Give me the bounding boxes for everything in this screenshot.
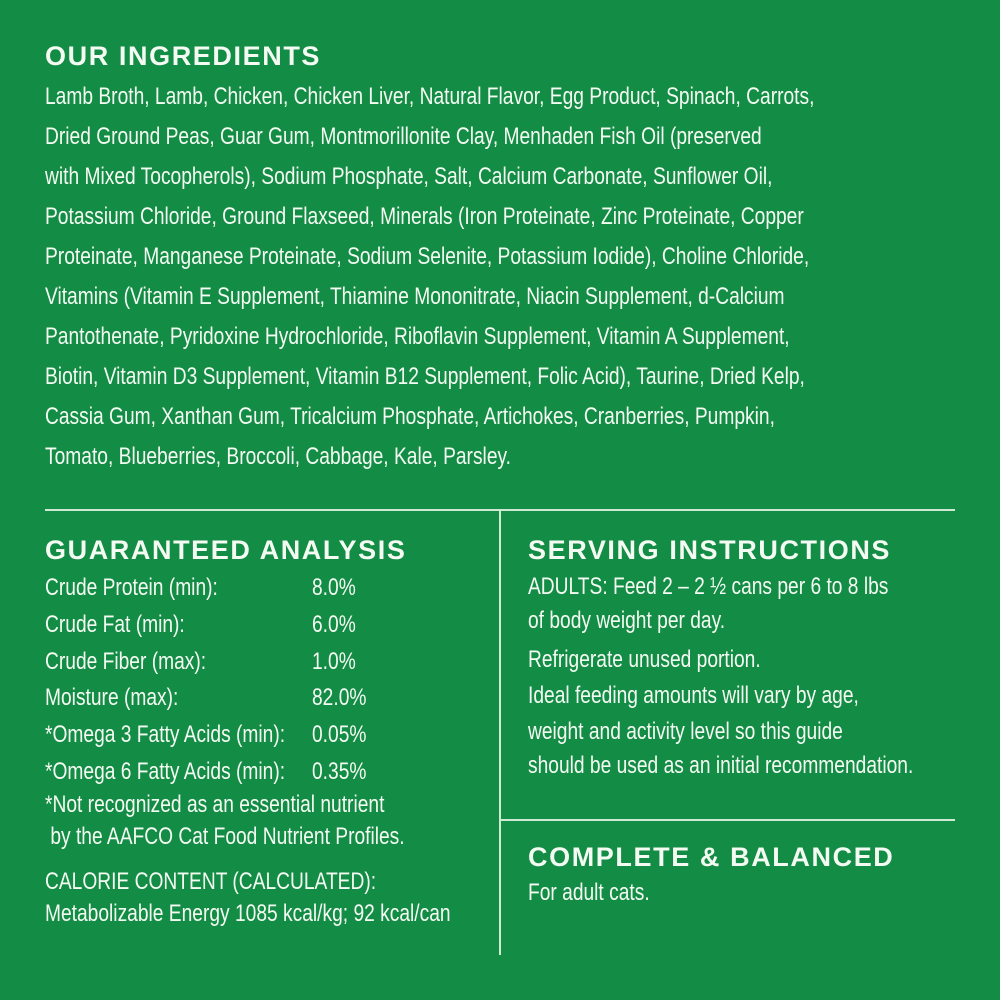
analysis-value: 1.0% [312, 647, 356, 675]
analysis-value: 8.0% [312, 574, 356, 601]
ingredient-line: Pantothenate, Pyridoxine Hydrochloride, … [45, 323, 790, 350]
analysis-heading: GUARANTEED ANALYSIS [45, 535, 407, 565]
analysis-value: 82.0% [312, 684, 367, 712]
serving-heading: SERVING INSTRUCTIONS [528, 535, 892, 565]
analysis-footnote: by the AAFCO Cat Food Nutrient Profiles. [45, 823, 405, 850]
right-divider [500, 819, 955, 821]
serving-line: Ideal feeding amounts will vary by age, [528, 682, 859, 709]
analysis-value: 0.05% [312, 721, 367, 749]
analysis-value: 6.0% [312, 610, 356, 638]
calorie-heading: CALORIE CONTENT (CALCULATED): [45, 868, 377, 895]
analysis-value: 0.35% [312, 758, 367, 785]
analysis-label: Crude Protein (min): [45, 574, 218, 601]
analysis-label: *Omega 3 Fatty Acids (min): [45, 721, 286, 749]
analysis-footnote: *Not recognized as an essential nutrient [45, 791, 385, 818]
ingredient-line: Potassium Chloride, Ground Flaxseed, Min… [45, 203, 804, 230]
serving-line: of body weight per day. [528, 607, 726, 634]
complete-text: For adult cats. [528, 879, 650, 906]
vertical-divider [499, 510, 501, 955]
ingredient-line: with Mixed Tocopherols), Sodium Phosphat… [45, 163, 773, 190]
serving-line: weight and activity level so this guide [528, 718, 843, 745]
ingredient-line: Tomato, Blueberries, Broccoli, Cabbage, … [45, 443, 512, 470]
ingredient-line: Cassia Gum, Xanthan Gum, Tricalcium Phos… [45, 403, 775, 430]
ingredient-line: Biotin, Vitamin D3 Supplement, Vitamin B… [45, 363, 805, 390]
analysis-label: Crude Fat (min): [45, 610, 185, 638]
ingredient-line: Lamb Broth, Lamb, Chicken, Chicken Liver… [45, 83, 815, 110]
serving-line: ADULTS: Feed 2 – 2 ½ cans per 6 to 8 lbs [528, 573, 889, 600]
ingredients-heading: OUR INGREDIENTS [45, 41, 322, 71]
analysis-label: *Omega 6 Fatty Acids (min): [45, 758, 286, 785]
analysis-label: Crude Fiber (max): [45, 647, 207, 675]
analysis-label: Moisture (max): [45, 684, 179, 712]
ingredient-line: Proteinate, Manganese Proteinate, Sodium… [45, 243, 810, 270]
ingredient-line: Vitamins (Vitamin E Supplement, Thiamine… [45, 283, 785, 310]
serving-line: should be used as an initial recommendat… [528, 752, 914, 779]
ingredient-line: Dried Ground Peas, Guar Gum, Montmorillo… [45, 123, 762, 150]
serving-line: Refrigerate unused portion. [528, 646, 761, 673]
calorie-value: Metabolizable Energy 1085 kcal/kg; 92 kc… [45, 900, 451, 927]
complete-heading: COMPLETE & BALANCED [528, 842, 895, 872]
